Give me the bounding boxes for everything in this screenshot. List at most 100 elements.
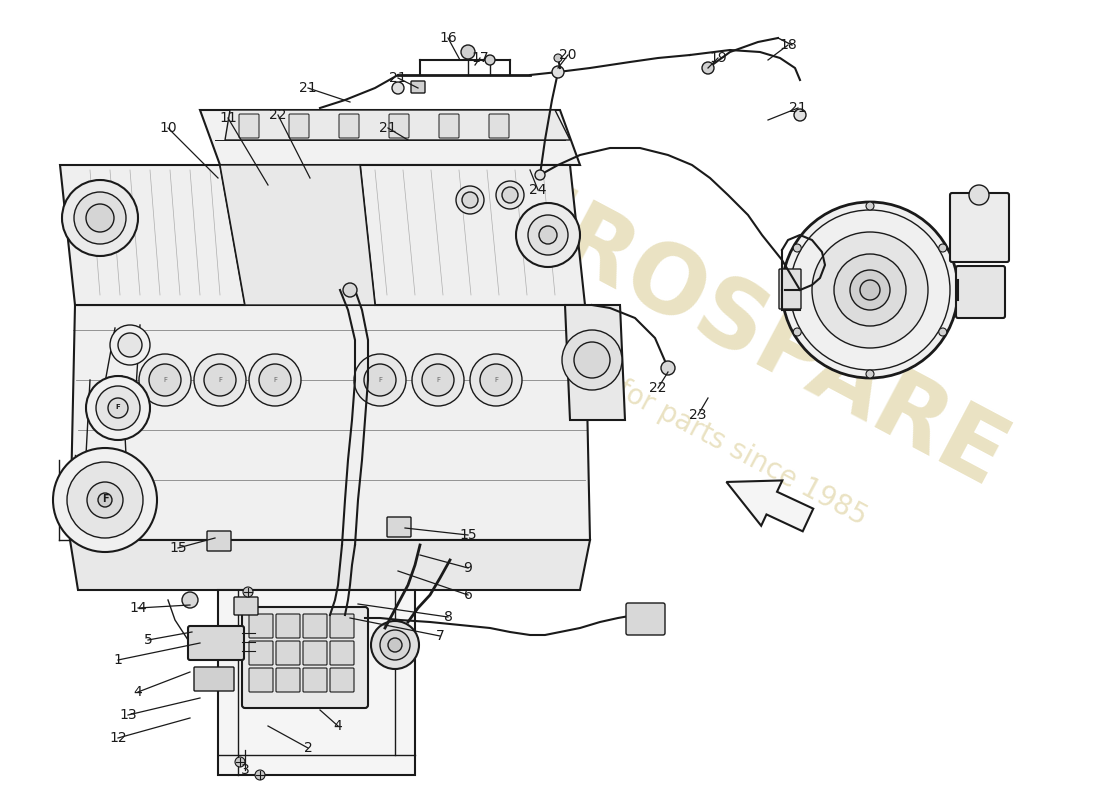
Circle shape	[412, 354, 464, 406]
Text: 1: 1	[113, 653, 122, 667]
FancyBboxPatch shape	[387, 517, 411, 537]
Text: F: F	[436, 377, 440, 383]
FancyBboxPatch shape	[242, 607, 368, 708]
Circle shape	[67, 462, 143, 538]
FancyBboxPatch shape	[194, 667, 234, 691]
Circle shape	[255, 770, 265, 780]
FancyBboxPatch shape	[302, 641, 327, 665]
Circle shape	[535, 170, 544, 180]
Circle shape	[74, 192, 126, 244]
Text: 14: 14	[129, 601, 146, 615]
Circle shape	[86, 204, 114, 232]
Polygon shape	[726, 481, 813, 531]
Text: 8: 8	[443, 610, 452, 624]
Circle shape	[53, 448, 157, 552]
Circle shape	[866, 370, 874, 378]
Circle shape	[110, 325, 150, 365]
Text: 6: 6	[463, 588, 472, 602]
Circle shape	[62, 180, 138, 256]
Circle shape	[456, 186, 484, 214]
Polygon shape	[226, 110, 570, 140]
Circle shape	[702, 62, 714, 74]
Text: 22: 22	[270, 108, 287, 122]
Circle shape	[249, 354, 301, 406]
Circle shape	[371, 621, 419, 669]
Text: 5: 5	[144, 633, 153, 647]
Circle shape	[502, 187, 518, 203]
Text: F: F	[378, 377, 382, 383]
Text: 17: 17	[471, 51, 488, 65]
Text: F: F	[163, 377, 167, 383]
Text: a passion for parts since 1985: a passion for parts since 1985	[488, 309, 872, 531]
Circle shape	[98, 493, 112, 507]
Circle shape	[354, 354, 406, 406]
Circle shape	[480, 364, 512, 396]
Text: 15: 15	[169, 541, 187, 555]
Circle shape	[782, 202, 958, 378]
Circle shape	[661, 361, 675, 375]
Circle shape	[834, 254, 906, 326]
Text: F: F	[273, 377, 277, 383]
Circle shape	[258, 364, 292, 396]
FancyBboxPatch shape	[956, 266, 1005, 318]
Text: 20: 20	[559, 48, 576, 62]
Polygon shape	[60, 165, 245, 305]
Text: 10: 10	[160, 121, 177, 135]
Circle shape	[866, 202, 874, 210]
FancyBboxPatch shape	[779, 269, 801, 309]
Circle shape	[86, 376, 150, 440]
Text: 3: 3	[241, 763, 250, 777]
FancyBboxPatch shape	[950, 193, 1009, 262]
Circle shape	[793, 244, 801, 252]
Circle shape	[364, 364, 396, 396]
Circle shape	[194, 354, 246, 406]
Text: F: F	[218, 377, 222, 383]
Circle shape	[969, 185, 989, 205]
FancyBboxPatch shape	[302, 614, 327, 638]
Circle shape	[392, 82, 404, 94]
Circle shape	[554, 54, 562, 62]
FancyBboxPatch shape	[439, 114, 459, 138]
FancyBboxPatch shape	[249, 668, 273, 692]
FancyBboxPatch shape	[389, 114, 409, 138]
FancyBboxPatch shape	[490, 114, 509, 138]
FancyBboxPatch shape	[339, 114, 359, 138]
Circle shape	[562, 330, 622, 390]
Text: 7: 7	[436, 629, 444, 643]
FancyBboxPatch shape	[249, 614, 273, 638]
FancyBboxPatch shape	[276, 668, 300, 692]
Text: 16: 16	[439, 31, 456, 45]
FancyBboxPatch shape	[330, 668, 354, 692]
Circle shape	[139, 354, 191, 406]
Circle shape	[528, 215, 568, 255]
FancyBboxPatch shape	[249, 641, 273, 665]
Polygon shape	[70, 305, 590, 540]
Polygon shape	[565, 305, 625, 420]
Text: 4: 4	[133, 685, 142, 699]
Circle shape	[204, 364, 236, 396]
Circle shape	[574, 342, 611, 378]
Polygon shape	[220, 165, 375, 305]
FancyBboxPatch shape	[411, 81, 425, 93]
Text: 22: 22	[649, 381, 667, 395]
FancyBboxPatch shape	[302, 668, 327, 692]
Text: F: F	[101, 494, 108, 504]
Circle shape	[422, 364, 454, 396]
Text: 19: 19	[710, 51, 727, 65]
Circle shape	[148, 364, 182, 396]
Circle shape	[462, 192, 478, 208]
Text: 21: 21	[299, 81, 317, 95]
Text: 2: 2	[304, 741, 312, 755]
Text: 9: 9	[463, 561, 472, 575]
Text: 21: 21	[389, 71, 407, 85]
Circle shape	[243, 587, 253, 597]
Circle shape	[118, 333, 142, 357]
FancyBboxPatch shape	[289, 114, 309, 138]
Circle shape	[793, 328, 801, 336]
Circle shape	[812, 232, 928, 348]
FancyBboxPatch shape	[330, 641, 354, 665]
Circle shape	[938, 328, 947, 336]
Polygon shape	[70, 540, 590, 590]
FancyBboxPatch shape	[626, 603, 666, 635]
Circle shape	[516, 203, 580, 267]
